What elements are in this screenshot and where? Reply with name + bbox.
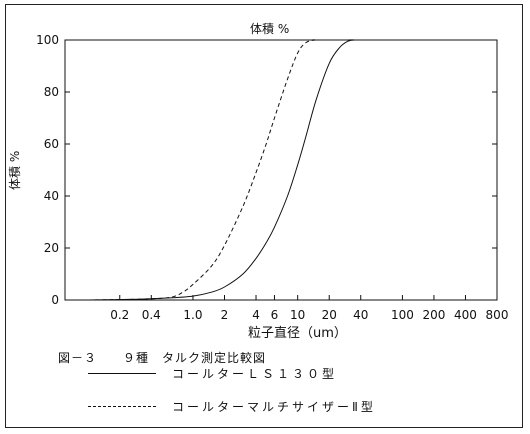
y-axis-label: 体積 % [8, 150, 22, 190]
y-tick-label: 20 [44, 241, 59, 255]
x-axis-ticks: 0.2 0.4 1.0 2 4 6 10 20 40 100 200 400 800 [110, 295, 508, 322]
chart-title: 体積 % [250, 22, 290, 36]
x-tick-label: 40 [353, 308, 368, 322]
legend-dashed-label: コールターマルチサイザーⅡ型 [172, 400, 376, 414]
y-tick-label: 100 [36, 33, 59, 47]
x-tick-label: 10 [290, 308, 305, 322]
series-line-solid [88, 39, 497, 301]
x-tick-label: 800 [486, 308, 509, 322]
x-tick-label: 0.4 [142, 308, 161, 322]
x-tick-label: 4 [252, 308, 260, 322]
figure-frame [5, 4, 523, 428]
y-tick-label: 80 [44, 85, 59, 99]
y-tick-label: 0 [51, 293, 59, 307]
x-tick-label: 100 [391, 308, 414, 322]
legend-solid-swatch [88, 373, 156, 374]
series-layer [88, 39, 497, 301]
x-tick-label: 2 [221, 308, 229, 322]
x-tick-label: 400 [454, 308, 477, 322]
plot-area [64, 39, 498, 301]
y-tick-label: 60 [44, 137, 59, 151]
x-tick-label: 1.0 [183, 308, 202, 322]
x-tick-label: 200 [422, 308, 445, 322]
legend-dashed-swatch [88, 406, 156, 407]
y-axis-ticks: 0 20 40 60 80 100 [36, 33, 497, 307]
x-tick-label: 6 [271, 308, 279, 322]
x-tick-label: 20 [322, 308, 337, 322]
x-axis-label: 粒子直径（um） [248, 326, 347, 341]
x-tick-label: 0.2 [110, 308, 129, 322]
figure-caption: 図－３ ９種 タルク測定比較図 [58, 351, 267, 365]
series-line-dashed [88, 39, 497, 301]
legend-solid-label: コールターＬＳ１３０型 [172, 367, 338, 381]
y-tick-label: 40 [44, 189, 59, 203]
